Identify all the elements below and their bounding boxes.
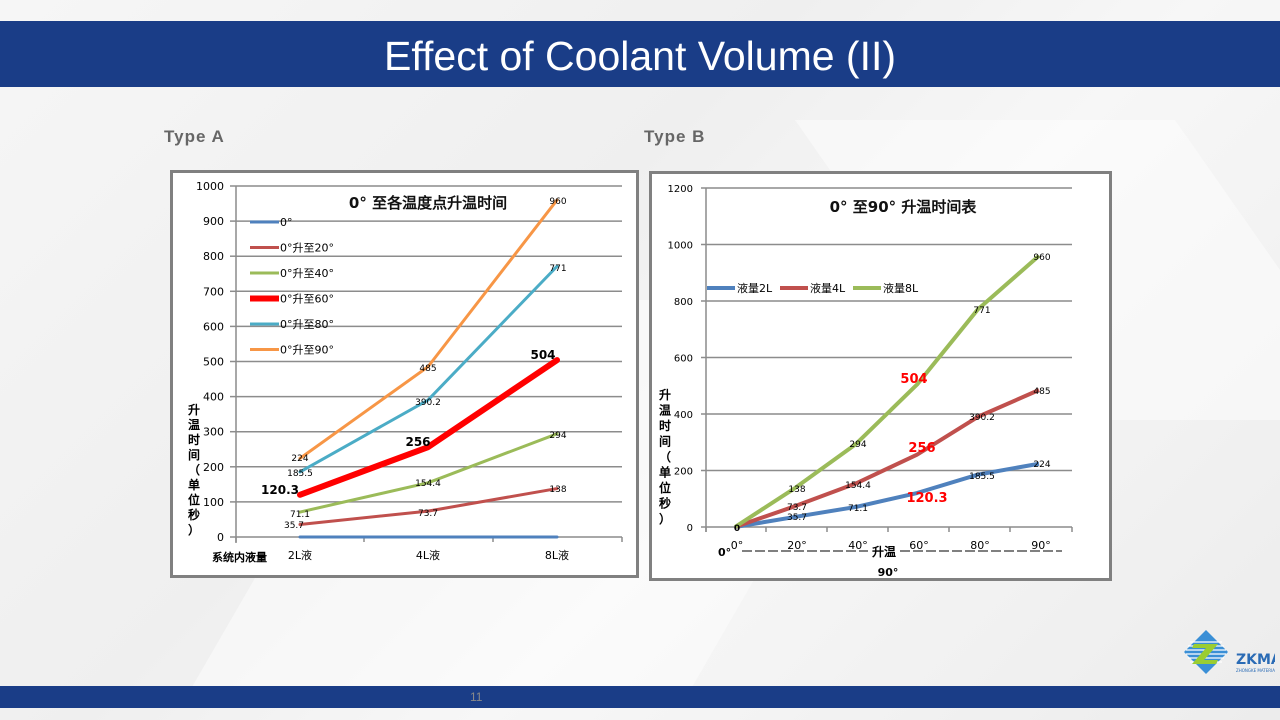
y-tick-label: 400 [203,391,224,404]
legend-label: 0° [280,216,293,229]
logo-text: ZKMA [1236,652,1275,668]
y-tick-label: 200 [203,461,224,474]
chart-title: 0° 至各温度点升温时间 [349,194,507,212]
legend-label: 0°升至40° [280,267,334,280]
data-label: 960 [549,197,566,207]
y-axis-label-char: ） [188,522,200,537]
legend-label: 0°升至60° [280,293,334,306]
series-line-1 [298,487,559,526]
x-tick-label: 4L液 [416,548,440,562]
chart-a-frame [170,170,639,578]
data-label: 185.5 [287,469,313,479]
page-number: 11 [470,690,483,704]
y-axis-label-char: 位 [188,492,200,507]
y-axis-label-char: （ [188,462,200,477]
y-axis-label-char: 间 [188,447,200,462]
type-a-label: Type A [164,127,225,146]
data-label: 485 [419,364,436,374]
y-tick-label: 900 [203,215,224,228]
chart-title-bg [305,189,545,215]
data-label: 224 [291,454,308,464]
y-axis-label-char: 升 [188,402,200,417]
legend-label: 0°升至90° [280,344,334,357]
legend-label: 0°升至20° [280,242,334,255]
y-tick-label: 700 [203,285,224,298]
data-label: 120.3 [261,483,299,497]
x-tick-label: 8L液 [545,548,569,562]
footer-bar: 11 [0,686,1280,708]
series-line-2 [298,432,559,514]
y-tick-label: 500 [203,356,224,369]
y-axis-label-char: 秒 [188,507,200,522]
logo-icon: ZKMA ZHONGKE MATERIALS [1184,630,1280,674]
y-tick-label: 600 [203,320,224,333]
y-axis-label-char: 温 [188,418,200,432]
x-tick-label: 2L液 [288,548,312,562]
data-label: 390.2 [415,398,441,408]
chart-b-frame [649,171,1112,581]
data-label: 154.4 [415,479,441,489]
y-axis-label-char: 单 [188,477,200,492]
series-line-3 [297,357,560,498]
data-label: 35.7 [284,521,304,531]
data-label: 256 [405,435,430,449]
series-line-5 [298,198,559,460]
data-label: 771 [549,264,566,274]
data-label: 294 [549,431,566,441]
y-tick-label: 0 [217,531,224,544]
data-label: 504 [530,348,555,362]
logo-subtext: ZHONGKE MATERIALS [1236,668,1275,673]
data-label: 73.7 [418,509,438,519]
data-label: 138 [549,485,566,495]
y-tick-label: 300 [203,426,224,439]
series-line-4 [298,264,559,474]
y-tick-label: 100 [203,496,224,509]
y-tick-label: 1000 [196,180,224,193]
slide-title: Effect of Coolant Volume (II) [384,33,896,79]
type-b-label: Type B [644,127,706,146]
legend-label: 0°升至80° [280,318,334,331]
y-axis-label-char: 时 [188,432,200,447]
data-label: 71.1 [290,510,310,520]
title-bar: Effect of Coolant Volume (II) [0,21,1280,87]
company-logo: ZKMA ZHONGKE MATERIALS [1180,628,1280,678]
y-tick-label: 800 [203,250,224,263]
x-axis-label: 系统内液量 [212,550,267,564]
